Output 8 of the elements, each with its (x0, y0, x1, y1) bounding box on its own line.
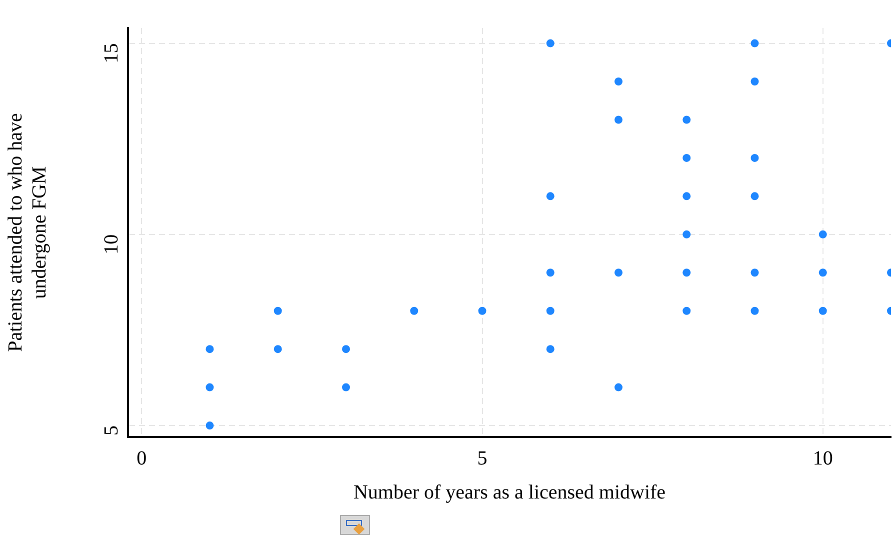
x-tick-label: 5 (477, 447, 488, 470)
x-tick-label: 10 (812, 447, 833, 470)
y-tick-label: 15 (100, 43, 122, 64)
x-axis-title: Number of years as a licensed midwife (353, 481, 666, 504)
y-axis-title: Patients attended to who have undergone FGM (4, 112, 50, 352)
y-tick-label: 5 (100, 426, 122, 436)
y-tick-label: 10 (100, 234, 122, 254)
x-tick-label: 0 (136, 447, 147, 470)
